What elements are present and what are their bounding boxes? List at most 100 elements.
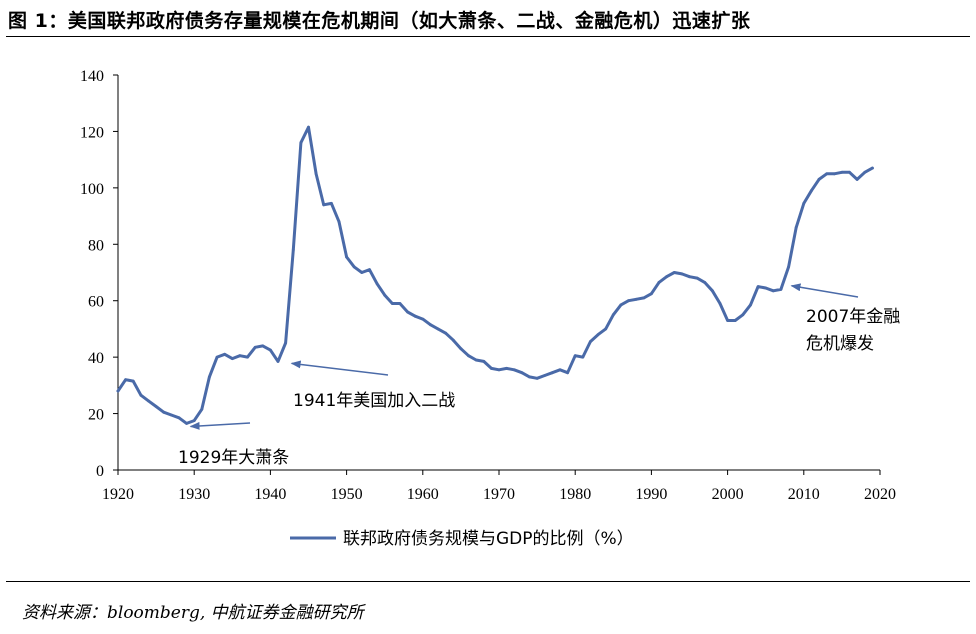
data-point (291, 248, 295, 252)
data-point (307, 125, 310, 129)
data-point (368, 268, 371, 272)
data-point (871, 166, 874, 170)
data-point (558, 368, 562, 372)
data-point (787, 265, 790, 269)
annotation-label: 1941年美国加入二战 (293, 391, 455, 411)
x-tick-label: 1990 (635, 486, 667, 503)
data-point (581, 355, 585, 359)
data-point (733, 319, 737, 322)
data-point (490, 367, 493, 370)
data-point (855, 178, 859, 181)
x-tick-label: 2000 (712, 486, 744, 503)
annotation-arrow (290, 360, 389, 376)
data-point (611, 313, 615, 317)
y-tick-label: 80 (88, 237, 104, 254)
y-tick-labels: 0 20 40 60 80 100 120 140 (80, 68, 118, 480)
chart-axes (117, 75, 880, 471)
data-point (863, 170, 867, 174)
data-point (253, 345, 257, 349)
data-point (390, 302, 394, 305)
data-point (375, 282, 379, 286)
data-point (238, 354, 242, 358)
data-point (192, 419, 196, 422)
data-point (314, 172, 318, 176)
data-point (825, 172, 829, 176)
data-point (512, 368, 516, 372)
data-point (169, 413, 173, 417)
data-point (208, 375, 211, 379)
data-point (185, 422, 189, 425)
data-point (589, 340, 592, 343)
data-point (223, 352, 227, 356)
data-point (817, 178, 821, 181)
data-point (398, 302, 402, 305)
data-point (726, 319, 729, 322)
data-point (330, 202, 333, 205)
y-tick-label: 100 (80, 181, 104, 198)
data-point (528, 375, 531, 379)
y-tick-label: 40 (88, 350, 104, 367)
data-point (505, 367, 508, 370)
data-point (672, 271, 676, 274)
data-point (451, 338, 455, 342)
data-point (848, 170, 851, 174)
data-point (261, 344, 265, 348)
x-tick-label: 1970 (483, 486, 515, 503)
data-point (383, 293, 387, 297)
x-tick-label: 1930 (178, 486, 210, 503)
data-point (497, 368, 501, 372)
data-point (718, 302, 722, 305)
x-tick-label: 1940 (254, 486, 286, 503)
data-point (345, 255, 348, 259)
data-point (695, 276, 699, 280)
y-tick-label: 60 (88, 294, 104, 311)
data-point (566, 371, 569, 375)
data-point (535, 376, 539, 380)
source-note: 资料来源：bloomberg, 中航证券金融研究所 (22, 603, 364, 623)
data-point (413, 314, 417, 318)
data-point (474, 358, 478, 362)
data-point (764, 286, 768, 290)
data-point (840, 170, 844, 174)
bottom-divider (6, 581, 970, 582)
data-point (596, 333, 600, 336)
data-point (444, 331, 448, 335)
data-point (619, 303, 623, 307)
data-point (756, 285, 760, 288)
data-point (154, 405, 158, 408)
x-tick-label: 1950 (331, 486, 363, 503)
data-point (627, 299, 630, 303)
data-point (276, 360, 280, 363)
x-tick-label: 1920 (102, 486, 134, 503)
data-point (634, 297, 638, 301)
data-point (147, 399, 150, 403)
legend-label: 联邦政府债务规模与GDP的比例（%） (343, 529, 634, 549)
top-divider (6, 36, 970, 37)
y-tick-label: 120 (80, 124, 104, 141)
data-point (657, 281, 661, 284)
annotation-arrow (189, 421, 251, 430)
data-point (322, 203, 326, 207)
y-tick-label: 0 (96, 463, 104, 480)
data-point (467, 354, 470, 358)
data-point (711, 289, 714, 293)
data-point (459, 347, 463, 351)
data-point (246, 355, 249, 359)
figure-title: 图 1：美国联邦政府债务存量规模在危机期间（如大萧条、二战、金融危机）迅速扩张 (8, 10, 751, 32)
data-point (642, 296, 646, 300)
x-tick-label: 1980 (559, 486, 591, 503)
data-point (337, 220, 341, 224)
data-point (688, 275, 691, 279)
data-point (794, 226, 798, 229)
data-point (352, 265, 356, 269)
annotation-label: 2007年金融 (806, 307, 900, 327)
data-point (124, 378, 127, 382)
data-point (810, 189, 813, 193)
y-tick-label: 20 (88, 407, 104, 424)
legend: 联邦政府债务规模与GDP的比例（%） (290, 529, 634, 549)
data-point (406, 310, 409, 314)
annotation-label: 1929年大萧条 (178, 448, 289, 468)
data-point (650, 292, 653, 296)
data-point (436, 327, 440, 331)
